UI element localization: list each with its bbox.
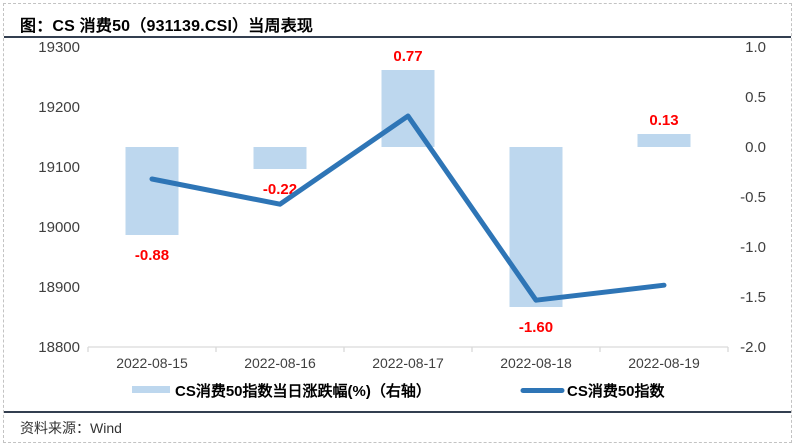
x-axis-category-label: 2022-08-16 (244, 355, 316, 371)
left-axis-tick-label: 19200 (38, 99, 80, 116)
right-axis-tick-label: -2.0 (740, 339, 766, 356)
right-axis-tick-label: 0.0 (745, 139, 766, 156)
right-axis-tick-label: -0.5 (740, 189, 766, 206)
bar-value-label-2022-08-16: -0.22 (263, 181, 297, 198)
left-axis-tick-label: 19000 (38, 219, 80, 236)
footer-separator-rule (4, 411, 791, 413)
x-axis-category-label: 2022-08-19 (628, 355, 700, 371)
right-axis-tick-label: 1.0 (745, 39, 766, 56)
data-source-label: 资料来源：Wind (20, 420, 122, 436)
bar-value-label-2022-08-19: 0.13 (649, 112, 678, 129)
left-axis-tick-label: 19300 (38, 39, 80, 56)
x-axis-category-label: 2022-08-18 (500, 355, 572, 371)
legend-line-label: CS消费50指数 (567, 382, 666, 400)
legend-bar-swatch (132, 386, 170, 393)
title-separator-rule (4, 36, 791, 38)
left-axis-tick-label: 19100 (38, 159, 80, 176)
bar-2022-08-16 (253, 147, 307, 169)
bar-value-label-2022-08-18: -1.60 (519, 319, 553, 336)
right-axis-tick-label: -1.5 (740, 289, 766, 306)
right-axis-tick-label: 0.5 (745, 89, 766, 106)
x-axis-category-label: 2022-08-15 (116, 355, 188, 371)
x-axis-category-label: 2022-08-17 (372, 355, 444, 371)
bar-2022-08-19 (637, 134, 691, 147)
index-line-series (149, 113, 667, 303)
right-axis-tick-label: -1.0 (740, 239, 766, 256)
bar-2022-08-17 (381, 70, 435, 147)
legend-bar-label: CS消费50指数当日涨跌幅(%)（右轴） (175, 382, 431, 400)
left-axis-tick-label: 18900 (38, 279, 80, 296)
left-axis-tick-label: 18800 (38, 339, 80, 356)
bar-2022-08-15 (125, 147, 179, 235)
bar-value-label-2022-08-17: 0.77 (393, 48, 422, 65)
figure-title: 图：CS 消费50（931139.CSI）当周表现 (20, 18, 314, 35)
bar-value-label-2022-08-15: -0.88 (135, 247, 169, 264)
bar-2022-08-18 (509, 147, 563, 307)
